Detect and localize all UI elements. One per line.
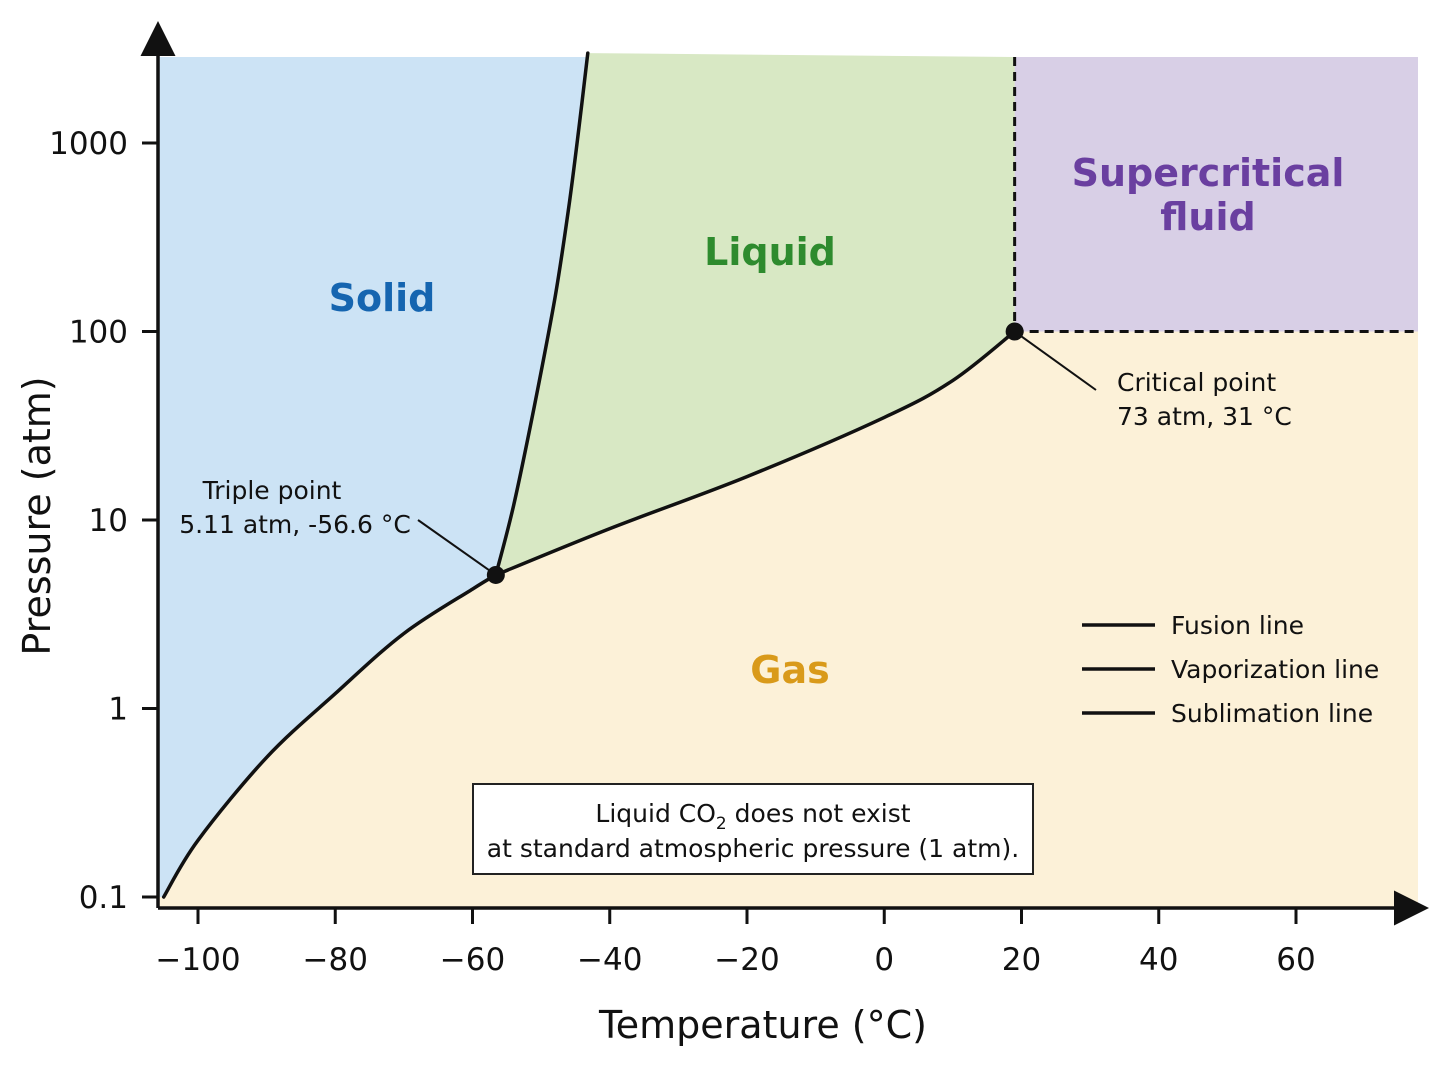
x-tick-label: −100 bbox=[155, 942, 240, 978]
legend-label-fusion-line: Fusion line bbox=[1171, 611, 1304, 640]
note-line-1: Liquid CO2 does not exist bbox=[595, 799, 910, 834]
critical-point-leader bbox=[1014, 330, 1097, 391]
y-tick-label: 10 bbox=[89, 503, 128, 539]
x-tick-label: −20 bbox=[714, 942, 779, 978]
legend-label-sublimation-line: Sublimation line bbox=[1171, 699, 1373, 728]
region-label-supercritical-fluid: Supercritical bbox=[1072, 151, 1345, 195]
region-label-gas: Gas bbox=[750, 648, 829, 692]
region-supercritical bbox=[1014, 57, 1418, 332]
triple-point-leader bbox=[417, 519, 497, 576]
x-tick-label: −40 bbox=[577, 942, 642, 978]
x-tick-label: −80 bbox=[303, 942, 368, 978]
legend: Fusion line Vaporization line Sublimation … bbox=[1082, 611, 1379, 728]
x-tick-label: 20 bbox=[1002, 942, 1041, 978]
x-tick-label: 40 bbox=[1139, 942, 1178, 978]
sublimation-line bbox=[161, 573, 498, 899]
triple-point-label: 5.11 atm, -56.6 °C bbox=[179, 510, 411, 539]
note-box-frame bbox=[472, 783, 1034, 875]
axes: −100 −80 −60 −40 −20 0 20 40 60 0.1 1 10 100 1000 Temp… bbox=[15, 21, 1429, 1047]
region-liquid bbox=[495, 53, 1015, 576]
note-line-2: at standard atmospheric pressure (1 atm)… bbox=[487, 834, 1019, 863]
critical-point-label: Critical point bbox=[1117, 368, 1276, 397]
fusion-line bbox=[494, 51, 590, 577]
critical-point-marker bbox=[1005, 322, 1024, 341]
region-label-solid: Solid bbox=[329, 276, 436, 320]
triple-point-label: Triple point bbox=[202, 476, 342, 505]
y-tick-label: 0.1 bbox=[79, 880, 128, 916]
region-label-supercritical-fluid: fluid bbox=[1160, 195, 1255, 239]
x-tick-label: 60 bbox=[1276, 942, 1315, 978]
region-label-liquid: Liquid bbox=[704, 230, 836, 274]
y-tick-label: 100 bbox=[69, 315, 128, 351]
x-tick-label: −60 bbox=[440, 942, 505, 978]
legend-label-vaporization-line: Vaporization line bbox=[1171, 655, 1379, 684]
y-tick-label: 1 bbox=[108, 692, 128, 728]
triple-point-marker bbox=[486, 565, 505, 584]
x-axis-title: Temperature (°C) bbox=[598, 1003, 927, 1047]
y-axis-title: Pressure (atm) bbox=[15, 376, 59, 655]
critical-point-label: 73 atm, 31 °C bbox=[1117, 402, 1292, 431]
vaporization-line bbox=[494, 329, 1017, 577]
phase-regions bbox=[158, 53, 1418, 908]
y-tick-label: 1000 bbox=[49, 126, 128, 162]
x-tick-label: 0 bbox=[874, 942, 894, 978]
region-solid bbox=[158, 53, 588, 898]
phase-boundary-lines bbox=[161, 51, 1418, 899]
